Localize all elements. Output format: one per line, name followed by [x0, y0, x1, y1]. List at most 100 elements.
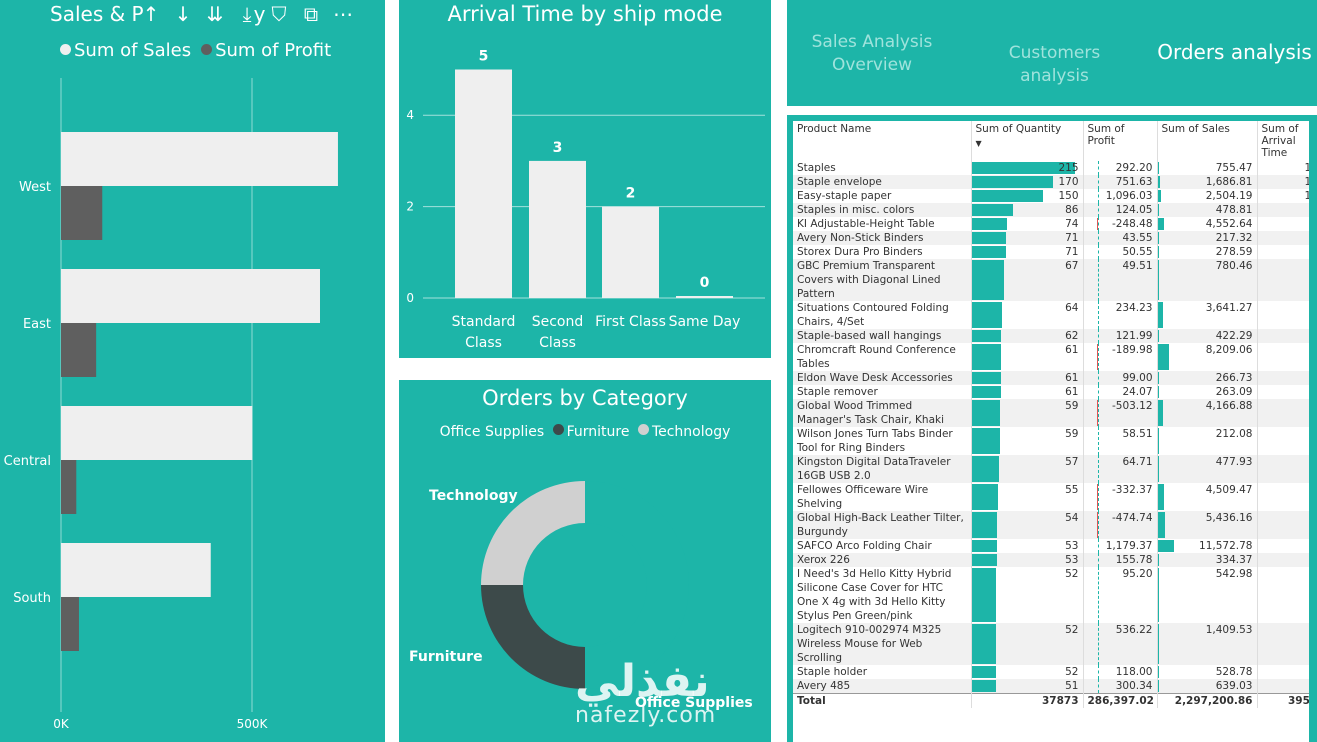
category-label: First Class [595, 314, 666, 330]
category-label: Class [465, 335, 502, 351]
cell-quantity: 52 [971, 665, 1084, 679]
cell-product-name: Situations Contoured Folding Chairs, 4/S… [793, 301, 972, 329]
bar [676, 296, 733, 298]
cell-quantity: 55 [971, 483, 1084, 511]
arrow-down-icon[interactable]: ↓ [174, 2, 192, 26]
data-label: 2 [626, 186, 636, 202]
table-row[interactable]: I Need's 3d Hello Kitty Hybrid Silicone … [793, 567, 1309, 623]
filter-icon[interactable]: ⛉ [271, 2, 287, 26]
cell-product-name: Logitech 910-002974 M325 Wireless Mouse … [793, 623, 972, 665]
cell-profit: 155.78 [1083, 553, 1158, 567]
cell-profit: 300.34 [1083, 679, 1158, 694]
profit-negative-bar [1096, 344, 1098, 370]
header-sum-of-profit[interactable]: Sum of Profit [1083, 121, 1158, 161]
quantity-data-bar [971, 400, 1000, 426]
cell-quantity: 53 [971, 539, 1084, 553]
bar-sales [61, 406, 253, 460]
cell-profit: 751.63 [1083, 175, 1158, 189]
cell-quantity: 52 [971, 567, 1084, 623]
cell-sales: 422.29 [1157, 329, 1258, 343]
quantity-data-bar [971, 204, 1013, 216]
double-arrow-down-icon[interactable]: ⇊ [206, 2, 224, 26]
header-sum-of-sales[interactable]: Sum of Sales [1157, 121, 1258, 161]
nav-sales-analysis-overview[interactable]: Sales Analysis Overview [811, 32, 933, 75]
sales-data-bar [1157, 400, 1164, 426]
nav-orders-analysis[interactable]: Orders analysis [1157, 40, 1312, 64]
sales-data-bar [1157, 568, 1159, 622]
product-table-visual: Product Name Sum of Quantity ▼ Sum of Pro… [787, 115, 1317, 742]
table-row[interactable]: KI Adjustable-Height Table 74 -248.48 4,552… [793, 217, 1309, 231]
expand-down-icon[interactable]: ⤓ [242, 2, 252, 26]
cell-profit: 58.51 [1083, 427, 1158, 455]
arrow-up-icon[interactable]: ↑ [142, 2, 160, 26]
bar-sales [61, 132, 338, 186]
sales-data-bar [1157, 624, 1160, 664]
table-row[interactable]: Staple-based wall hangings 62 121.99 422.29… [793, 329, 1309, 343]
cell-profit: 49.51 [1083, 259, 1158, 301]
table-row[interactable]: Kingston Digital DataTraveler 16GB USB 2… [793, 455, 1309, 483]
focus-mode-icon[interactable]: ⧉ [303, 2, 319, 26]
vertical-bar-chart: 0 2 4 5 Standard Class 3 Second Class 2 First Clas… [406, 49, 765, 351]
cell-profit: -248.48 [1083, 217, 1158, 231]
quantity-data-bar [971, 344, 1001, 370]
header-sum-of-arrival-time[interactable]: Sum of Arrival Time [1257, 121, 1309, 161]
watermark-logo: نفذلي nafezly.com [575, 660, 716, 728]
quantity-data-bar [971, 428, 1000, 454]
cell-quantity: 215 [971, 161, 1084, 175]
cell-arrival-time: 85 [1257, 203, 1309, 217]
header-product-name[interactable]: Product Name [793, 121, 972, 161]
table-row[interactable]: Fellowes Officeware Wire Shelving 55 -332.… [793, 483, 1309, 511]
chart-title: Orders by Category [482, 386, 688, 410]
table-row[interactable]: Eldon Wave Desk Accessories 61 99.00 266.73… [793, 371, 1309, 385]
nav-customers-analysis[interactable]: Customers analysis [1008, 43, 1101, 86]
table-row[interactable]: Global High-Back Leather Tilter, Burgund… [793, 511, 1309, 539]
data-label: 5 [479, 49, 489, 65]
table-row[interactable]: GBC Premium Transparent Covers with Diag… [793, 259, 1309, 301]
sales-data-bar [1157, 512, 1166, 538]
total-cell: 39558 [1257, 693, 1309, 708]
watermark-arabic: نفذلي [575, 656, 710, 707]
table-row[interactable]: Global Wood Trimmed Manager's Task Chair… [793, 399, 1309, 427]
cell-profit: 50.55 [1083, 245, 1158, 259]
sales-data-bar [1157, 540, 1174, 552]
cell-arrival-time: 43 [1257, 483, 1309, 511]
table-row[interactable]: Chromcraft Round Conference Tables 61 -189… [793, 343, 1309, 371]
more-options-icon[interactable]: ⋯ [333, 2, 353, 26]
cell-product-name: Staple holder [793, 665, 972, 679]
bar [455, 69, 512, 298]
cell-arrival-time: 50 [1257, 665, 1309, 679]
header-sum-of-quantity[interactable]: Sum of Quantity ▼ [971, 121, 1084, 161]
table-row[interactable]: SAFCO Arco Folding Chair 53 1,179.37 11,572… [793, 539, 1309, 553]
cell-sales: 8,209.06 [1157, 343, 1258, 371]
cell-sales: 4,509.47 [1157, 483, 1258, 511]
total-cell: Total [793, 693, 972, 708]
table-row[interactable]: Wilson Jones Turn Tabs Binder Tool for R… [793, 427, 1309, 455]
table-row[interactable]: Logitech 910-002974 M325 Wireless Mouse … [793, 623, 1309, 665]
cell-sales: 3,641.27 [1157, 301, 1258, 329]
orders-by-category-chart[interactable]: Orders by Category Office Supplies Furni… [399, 380, 771, 742]
cell-arrival-time: 58 [1257, 539, 1309, 553]
cell-profit: 536.22 [1083, 623, 1158, 665]
donut-chart: Technology Furniture Office Supplies [409, 481, 753, 711]
product-table[interactable]: Product Name Sum of Quantity ▼ Sum of Pro… [793, 121, 1309, 742]
table-row[interactable]: Situations Contoured Folding Chairs, 4/S… [793, 301, 1309, 329]
quantity-data-bar [971, 260, 1004, 300]
chart-legend: Office Supplies Furniture Technology [399, 424, 771, 440]
cell-profit: -503.12 [1083, 399, 1158, 427]
cell-quantity: 61 [971, 385, 1084, 399]
quantity-data-bar [971, 512, 998, 538]
watermark-latin: nafezly.com [575, 703, 717, 728]
arrival-time-chart[interactable]: Arrival Time by ship mode 0 2 4 5 Standard Cl… [399, 0, 771, 358]
